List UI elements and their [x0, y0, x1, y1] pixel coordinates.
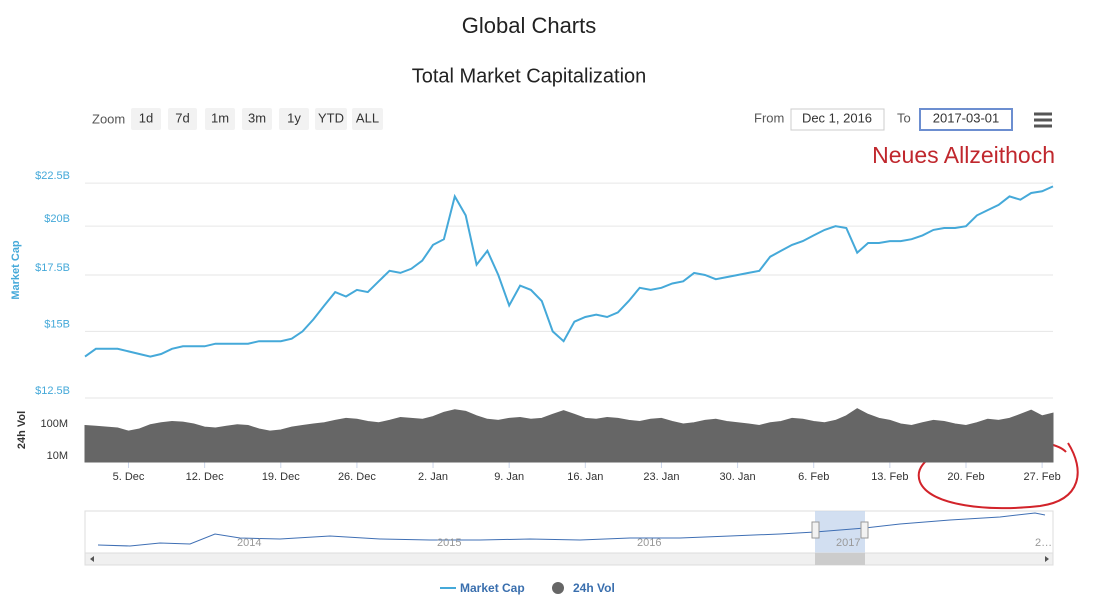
button-bg [205, 108, 235, 130]
y-tick-label: $22.5B [35, 170, 70, 182]
market-cap-line [84, 185, 1054, 358]
zoom-button[interactable]: 7d [168, 108, 197, 130]
x-tick-label: 19. Dec [262, 471, 300, 483]
zoom-button[interactable]: 1y [279, 108, 309, 130]
legend-label: Market Cap [460, 581, 525, 595]
button-label: 1m [211, 110, 229, 125]
y-tick-label: $15B [44, 318, 70, 330]
navigator[interactable] [84, 510, 1054, 554]
to-value: 2017-03-01 [933, 110, 1000, 125]
x-tick-label: 13. Feb [871, 471, 908, 483]
scrollbar-thumb[interactable] [815, 553, 865, 565]
x-tick-label: 26. Dec [338, 471, 376, 483]
button-label: ALL [356, 110, 379, 125]
from-label: From [754, 110, 784, 125]
button-bg [279, 108, 309, 130]
legend-symbol [552, 582, 564, 594]
button-bg [168, 108, 197, 130]
chart-title: Total Market Capitalization [412, 65, 647, 87]
navigator-label: 2… [1035, 537, 1052, 549]
zoom-button[interactable]: 1d [131, 108, 161, 130]
button-label: 1y [287, 110, 301, 125]
button-bg [242, 108, 272, 130]
from-value: Dec 1, 2016 [802, 110, 872, 125]
zoom-button[interactable]: ALL [352, 108, 383, 130]
x-tick-label: 27. Feb [1023, 471, 1060, 483]
x-tick-label: 5. Dec [113, 471, 145, 483]
to-label: To [897, 110, 911, 125]
menu-button[interactable] [1034, 112, 1052, 128]
y-tick-label: $12.5B [35, 385, 70, 397]
navigator-line [97, 512, 1046, 547]
legend-label: 24h Vol [573, 581, 615, 595]
navigator-handle[interactable] [860, 521, 869, 539]
button-label: 7d [175, 110, 189, 125]
x-tick-label: 6. Feb [798, 471, 829, 483]
x-tick-label: 30. Jan [720, 471, 756, 483]
y2-tick-label: 100M [40, 418, 68, 430]
button-bg [352, 108, 383, 130]
annotation: Neues Allzeithoch [872, 142, 1055, 168]
button-bg [131, 108, 161, 130]
navigator-handle[interactable] [811, 521, 820, 539]
button-label: YTD [318, 110, 344, 125]
navigator-selection[interactable] [815, 511, 865, 553]
page-title: Global Charts [462, 13, 597, 38]
navigator-label: 2014 [237, 537, 261, 549]
button-bg [315, 108, 347, 130]
zoom-button[interactable]: 1m [205, 108, 235, 130]
x-tick-label: 9. Jan [494, 471, 524, 483]
volume-area [84, 408, 1054, 463]
zoom-button[interactable]: 3m [242, 108, 272, 130]
to-input[interactable] [919, 108, 1013, 131]
y2-axis-title: 24h Vol [16, 411, 28, 449]
scrollbar[interactable] [84, 552, 1054, 566]
button-label: 1d [139, 110, 153, 125]
button-label: 3m [248, 110, 266, 125]
y2-tick-label: 10M [47, 450, 68, 462]
x-tick-label: 12. Dec [186, 471, 224, 483]
navigator-label: 2017 [836, 537, 860, 549]
y-axis-title: Market Cap [10, 240, 22, 300]
navigator-label: 2015 [437, 537, 461, 549]
y-tick-label: $17.5B [35, 262, 70, 274]
zoom-button[interactable]: YTD [315, 108, 347, 130]
x-tick-label: 20. Feb [947, 471, 984, 483]
x-tick-label: 2. Jan [418, 471, 448, 483]
x-tick-label: 23. Jan [643, 471, 679, 483]
y-tick-label: $20B [44, 213, 70, 225]
zoom-label: Zoom [92, 111, 125, 126]
x-tick-label: 16. Jan [567, 471, 603, 483]
navigator-label: 2016 [637, 537, 661, 549]
from-input[interactable] [790, 108, 885, 131]
